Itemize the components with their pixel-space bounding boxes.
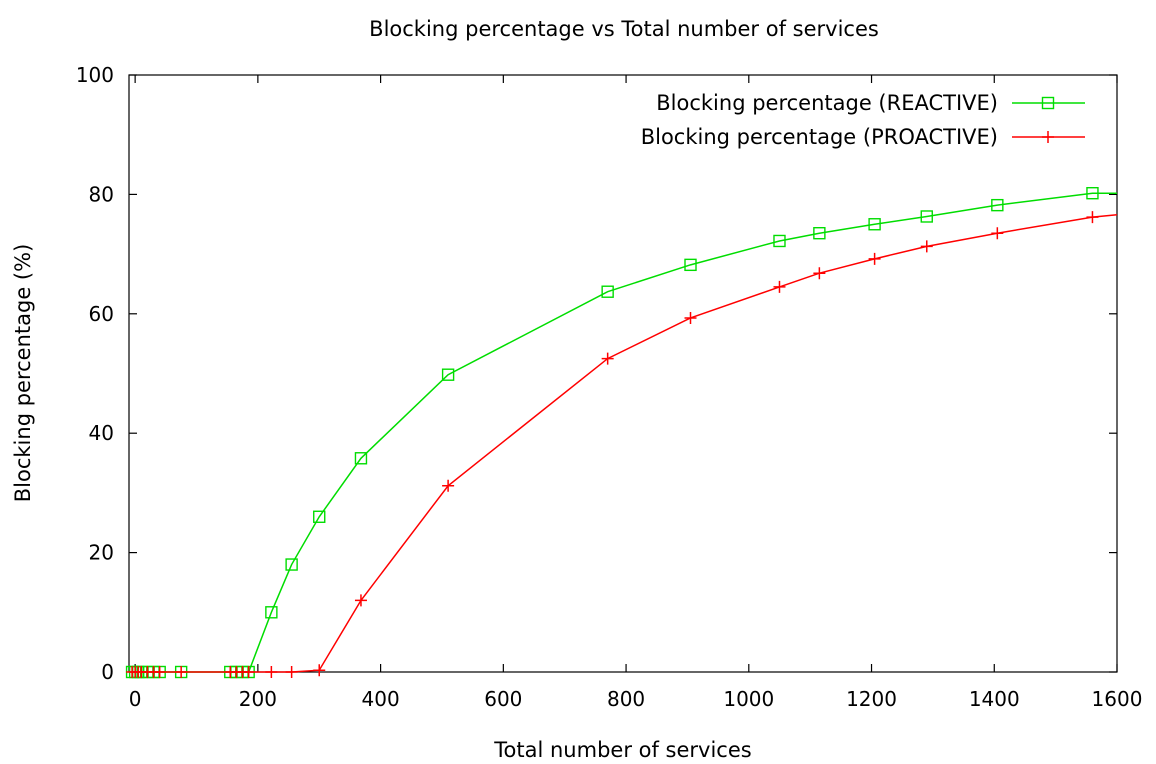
x-tick-label: 1200 [846, 687, 897, 711]
axis-ticks: 0 200 400 600 800 1000 1200 1400 1600 0 20 40 60 80 10… [76, 63, 1143, 711]
plot-frame [128, 74, 1118, 673]
series-line [132, 192, 1117, 673]
legend-label: Blocking percentage (REACTIVE) [656, 91, 998, 115]
data-point [153, 666, 166, 678]
data-point [773, 234, 786, 248]
data-point [265, 606, 278, 619]
y-tick-label: 40 [89, 421, 114, 445]
data-point [868, 252, 881, 265]
x-axis-label: Total number of services [493, 738, 751, 762]
data-point [920, 210, 933, 223]
y-tick-label: 0 [101, 660, 114, 684]
data-point [868, 218, 881, 231]
data-point [1086, 211, 1099, 224]
x-tick-label: 400 [362, 687, 400, 711]
y-axis-label: Blocking percentage (%) [11, 244, 35, 503]
data-point [313, 664, 326, 677]
data-point [601, 285, 614, 298]
chart-title: Blocking percentage vs Total number of s… [369, 17, 879, 41]
data-point [991, 227, 1004, 240]
data-point [354, 452, 368, 465]
data-point [1086, 187, 1099, 200]
legend-marker [1042, 131, 1054, 143]
x-tick-label: 200 [239, 687, 277, 711]
data-point [354, 594, 367, 607]
legend-marker [1041, 96, 1055, 110]
data-point [813, 227, 826, 240]
series-line [132, 213, 1118, 673]
legend-label: Blocking percentage (PROACTIVE) [641, 125, 998, 149]
data-point [773, 280, 786, 293]
y-tick-label: 60 [89, 302, 114, 326]
x-tick-label: 600 [484, 687, 522, 711]
data-point [684, 258, 697, 272]
x-tick-label: 0 [129, 687, 142, 711]
y-tick-label: 80 [89, 182, 114, 206]
data-point [175, 666, 188, 678]
data-point [442, 479, 455, 492]
series-reactive [125, 187, 1117, 679]
data-point [813, 267, 826, 280]
data-point [991, 198, 1004, 212]
series-proactive [126, 211, 1118, 678]
data-point [684, 311, 697, 324]
data-point [242, 666, 255, 678]
x-tick-label: 1000 [723, 687, 774, 711]
data-point [441, 368, 455, 381]
x-tick-label: 1400 [969, 687, 1020, 711]
legend: Blocking percentage (REACTIVE) Blocking p… [641, 91, 1085, 149]
data-point [601, 352, 614, 365]
data-point [285, 558, 298, 571]
x-tick-label: 800 [607, 687, 645, 711]
y-tick-label: 100 [76, 63, 114, 87]
x-tick-label: 1600 [1092, 687, 1143, 711]
data-point [313, 510, 326, 523]
data-point [265, 666, 278, 678]
data-point [285, 666, 298, 678]
y-tick-label: 20 [89, 541, 114, 565]
data-point [920, 240, 933, 253]
series-layer [125, 187, 1118, 679]
